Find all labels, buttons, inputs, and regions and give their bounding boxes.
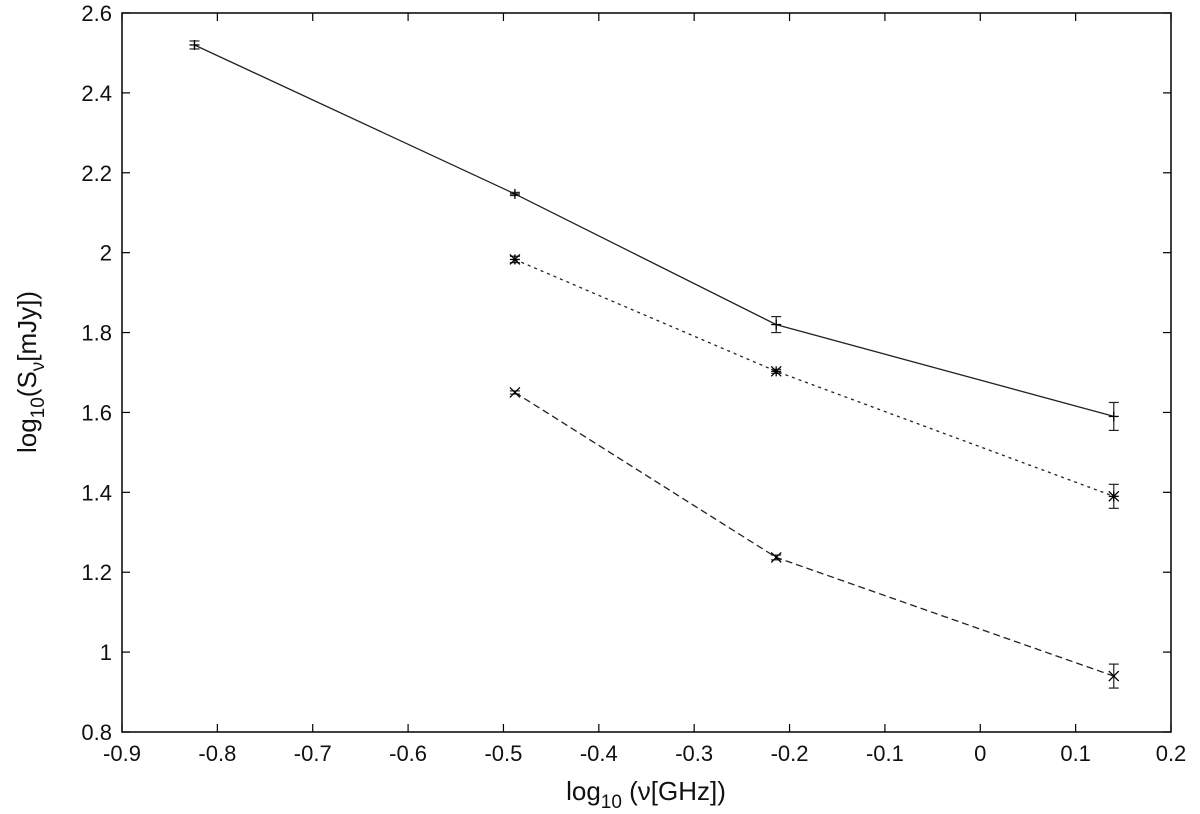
data-point <box>771 319 782 330</box>
data-point <box>1108 670 1120 682</box>
y-tick-label: 2.6 <box>81 1 112 26</box>
x-tick-label: -0.8 <box>198 741 236 766</box>
y-tick-label: 2.2 <box>81 161 112 186</box>
data-point <box>509 387 521 398</box>
data-point <box>1108 411 1119 422</box>
x-tick-label: 0 <box>974 741 986 766</box>
x-tick-label: 0.2 <box>1156 741 1187 766</box>
y-axis-title: log10(Sν[mJy]) <box>12 291 49 453</box>
data-point <box>770 551 782 563</box>
x-axis-title: log10 (ν[GHz]) <box>566 776 726 813</box>
series-3 <box>509 387 1120 689</box>
x-tick-label: -0.6 <box>389 741 427 766</box>
y-tick-label: 1.2 <box>81 560 112 585</box>
x-tick-label: -0.7 <box>294 741 332 766</box>
x-tick-label: 0.1 <box>1060 741 1091 766</box>
y-tick-label: 1.6 <box>81 400 112 425</box>
y-axis: 0.8 1 1.2 1.4 1.6 1.8 2 2.2 2.4 2.6 <box>81 1 1171 745</box>
data-point <box>509 253 521 265</box>
y-tick-label: 1.4 <box>81 480 112 505</box>
series-1 <box>189 39 1119 432</box>
y-tick-label: 2 <box>100 241 112 266</box>
x-tick-label: -0.2 <box>771 741 809 766</box>
series-2 <box>509 253 1120 509</box>
series-2-line <box>514 258 1115 497</box>
data-point <box>189 39 200 50</box>
x-axis: -0.9 -0.8 -0.7 -0.6 -0.5 -0.4 -0.3 -0.2 -0.1 0 0.1… <box>103 13 1186 766</box>
data-point <box>770 365 782 377</box>
series-layer <box>189 39 1120 689</box>
y-tick-label: 1 <box>100 640 112 665</box>
x-tick-label: -0.1 <box>866 741 904 766</box>
x-tick-label: -0.4 <box>580 741 618 766</box>
y-tick-label: 2.4 <box>81 81 112 106</box>
series-3-line <box>514 391 1115 677</box>
y-tick-label: 0.8 <box>81 720 112 745</box>
plot-frame <box>121 12 1172 733</box>
x-tick-label: -0.9 <box>103 741 141 766</box>
series-1-line <box>194 44 1114 418</box>
x-tick-label: -0.5 <box>484 741 522 766</box>
data-point <box>509 188 520 199</box>
x-tick-label: -0.3 <box>675 741 713 766</box>
y-tick-label: 1.8 <box>81 321 112 346</box>
data-point <box>1108 490 1120 502</box>
